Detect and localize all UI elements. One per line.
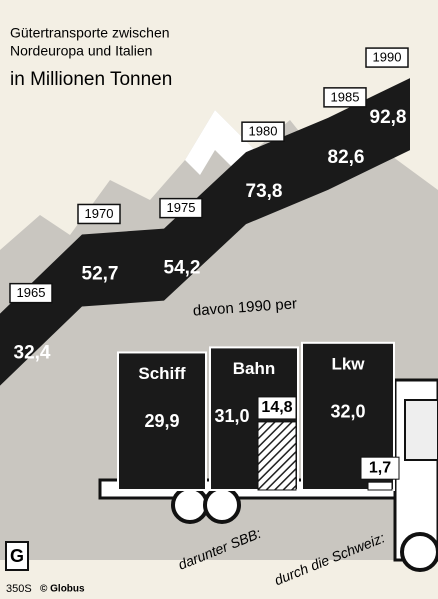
year-label: 1970 xyxy=(85,206,114,221)
value-label: 73,8 xyxy=(246,181,283,202)
code: 350S xyxy=(6,583,32,595)
bar-value: 31,0 xyxy=(214,406,249,426)
sub-value: 14,8 xyxy=(261,399,292,416)
sub-bar xyxy=(257,421,297,491)
bar-category: Schiff xyxy=(138,364,186,383)
cab-window xyxy=(404,399,438,461)
source: © Globus xyxy=(40,584,85,595)
footer: G 350S © Globus xyxy=(5,541,85,595)
sub-label-box xyxy=(257,396,297,420)
title-line: Nordeuropa und Italien xyxy=(10,43,152,59)
bar-value: 32,0 xyxy=(330,402,365,422)
sub-label-box xyxy=(360,456,400,480)
snow xyxy=(185,110,255,175)
bar xyxy=(117,351,207,491)
sub-value: 1,7 xyxy=(369,459,391,476)
year-box xyxy=(323,87,367,108)
year-box xyxy=(77,203,121,225)
ribbon xyxy=(0,78,410,386)
year-label: 1985 xyxy=(331,89,360,104)
year-label: 1990 xyxy=(373,50,402,65)
value-label: 52,7 xyxy=(82,263,119,284)
year-label: 1980 xyxy=(249,124,278,139)
value-label: 54,2 xyxy=(164,258,201,279)
year-box xyxy=(241,121,285,142)
year-box xyxy=(365,47,409,68)
bar-category: Bahn xyxy=(233,359,276,378)
year-label: 1975 xyxy=(167,200,196,215)
ribbon-layer: 32,4 1965 52,7 1970 54,2 1975 73,8 1980 82,6 1985… xyxy=(0,47,410,386)
subtitle: in Millionen Tonnen xyxy=(10,69,172,90)
truck xyxy=(98,378,438,572)
bar-value: 29,9 xyxy=(144,411,179,431)
logo: G xyxy=(10,546,24,566)
value-label: 82,6 xyxy=(328,147,365,168)
year-box xyxy=(9,282,53,304)
wheel xyxy=(203,486,241,524)
wheel xyxy=(171,486,209,524)
bar-category: Lkw xyxy=(331,354,365,373)
year-label: 1965 xyxy=(17,285,46,300)
year-box xyxy=(159,197,203,219)
title-block: Gütertransporte zwischen Nordeuropa und … xyxy=(10,25,172,90)
title-line: Gütertransporte zwischen xyxy=(10,25,170,41)
sub-bar xyxy=(367,481,393,491)
value-label: 92,8 xyxy=(370,107,407,128)
logo-box xyxy=(5,541,29,571)
wheel xyxy=(400,532,438,572)
value-label: 32,4 xyxy=(14,343,51,364)
